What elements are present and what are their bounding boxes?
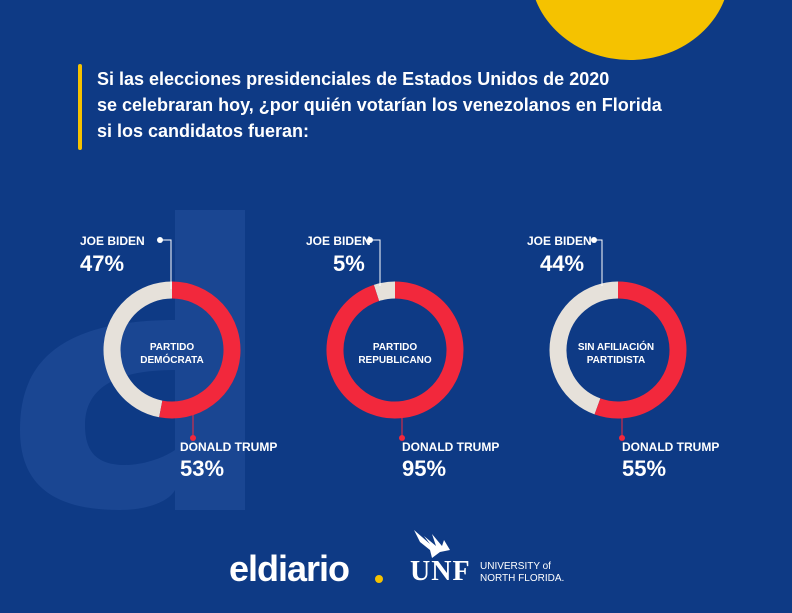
donut-chart-democrat: JOE BIDEN 47% DONALD TRUMP 53% PARTIDO D… bbox=[80, 230, 320, 490]
biden-label: JOE BIDEN bbox=[527, 234, 592, 248]
donut-svg-independent bbox=[549, 237, 687, 441]
group-label: PARTIDO REPUBLICANO bbox=[345, 341, 445, 367]
trump-slice bbox=[159, 281, 241, 419]
trump-leader-dot bbox=[619, 435, 625, 441]
biden-leader-line bbox=[594, 239, 603, 286]
donut-chart-republican: JOE BIDEN 5% DONALD TRUMP 95% PARTIDO RE… bbox=[303, 230, 543, 490]
biden-leader-line bbox=[160, 239, 172, 289]
title-accent-bar bbox=[78, 64, 82, 150]
biden-value-label: 5% bbox=[333, 251, 365, 276]
trump-value-label: 95% bbox=[402, 456, 447, 481]
biden-value-label: 47% bbox=[80, 251, 125, 276]
trump-slice bbox=[594, 281, 687, 419]
group-label-line-2: DEMÓCRATA bbox=[140, 355, 204, 366]
donut-svg-republican bbox=[326, 237, 464, 441]
group-label-line-2: REPUBLICANO bbox=[358, 355, 432, 366]
biden-slice bbox=[373, 281, 396, 302]
donut-chart-independent: JOE BIDEN 44% DONALD TRUMP 55% SIN AFILI… bbox=[526, 230, 766, 490]
biden-leader-dot bbox=[367, 237, 373, 243]
biden-label: JOE BIDEN bbox=[80, 234, 145, 248]
biden-leader-dot bbox=[157, 237, 163, 243]
trump-slice bbox=[326, 281, 464, 419]
biden-value-label: 44% bbox=[540, 251, 585, 276]
decorative-sun bbox=[530, 0, 730, 60]
group-label: SIN AFILIACIÓN PARTIDISTA bbox=[566, 341, 666, 367]
group-label-line-1: PARTIDO bbox=[149, 342, 195, 353]
title-line-2: se celebraran hoy, ¿por quién votarían l… bbox=[97, 95, 662, 115]
trump-label: DONALD TRUMP bbox=[180, 440, 278, 454]
group-label-line-1: PARTIDO bbox=[372, 342, 418, 353]
biden-leader-dot bbox=[591, 237, 597, 243]
trump-label: DONALD TRUMP bbox=[622, 440, 720, 454]
biden-slice bbox=[103, 281, 173, 418]
group-label-line-1: SIN AFILIACIÓN bbox=[577, 342, 655, 353]
eldiario-logo: eldiario bbox=[229, 548, 350, 589]
osprey-icon bbox=[414, 530, 450, 558]
eldiario-logo-dot bbox=[375, 575, 383, 583]
unf-subtitle-line-2: NORTH FLORIDA. bbox=[480, 573, 565, 584]
title-line-3: si los candidatos fueran: bbox=[97, 121, 310, 141]
trump-value-label: 55% bbox=[622, 456, 667, 481]
group-label: PARTIDO DEMÓCRATA bbox=[122, 341, 222, 367]
biden-label: JOE BIDEN bbox=[306, 234, 371, 248]
unf-subtitle: UNIVERSITY of NORTH FLORIDA. bbox=[480, 561, 564, 585]
biden-slice bbox=[549, 281, 619, 415]
unf-subtitle-line-1: UNIVERSITY of bbox=[480, 561, 551, 572]
biden-leader-line bbox=[370, 239, 381, 286]
trump-value-label: 53% bbox=[180, 456, 225, 481]
trump-leader-dot bbox=[190, 435, 196, 441]
page-title: Si las elecciones presidenciales de Esta… bbox=[97, 66, 737, 144]
trump-leader-dot bbox=[399, 435, 405, 441]
donut-svg-democrat bbox=[103, 237, 241, 441]
title-line-1: Si las elecciones presidenciales de Esta… bbox=[97, 69, 610, 89]
unf-logo: UNF bbox=[410, 556, 471, 587]
trump-label: DONALD TRUMP bbox=[402, 440, 500, 454]
group-label-line-2: PARTIDISTA bbox=[586, 355, 646, 366]
